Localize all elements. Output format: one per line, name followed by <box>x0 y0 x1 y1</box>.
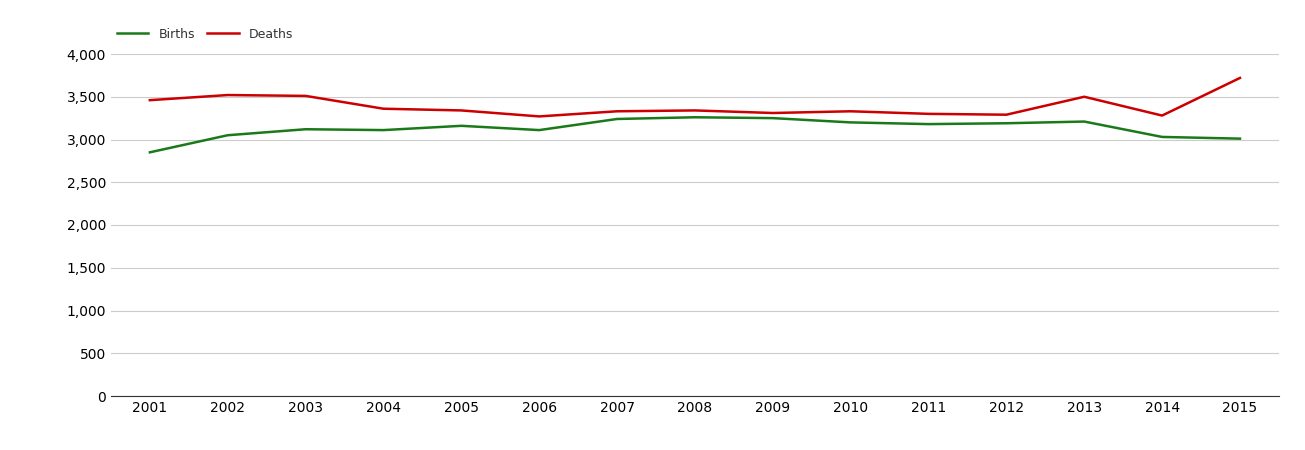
Births <box>1077 119 1092 124</box>
Legend: Births, Deaths: Births, Deaths <box>117 28 294 41</box>
Deaths <box>219 92 235 98</box>
Births <box>531 127 547 133</box>
Line: Births: Births <box>150 117 1240 152</box>
Births <box>920 122 936 127</box>
Deaths <box>376 106 392 112</box>
Deaths <box>1154 113 1169 118</box>
Births <box>142 149 158 155</box>
Births <box>298 126 313 132</box>
Births <box>219 132 235 138</box>
Births <box>376 127 392 133</box>
Deaths <box>1077 94 1092 99</box>
Deaths <box>920 111 936 117</box>
Deaths <box>298 93 313 99</box>
Births <box>765 115 780 121</box>
Deaths <box>531 114 547 119</box>
Births <box>609 116 625 122</box>
Births <box>453 123 468 129</box>
Deaths <box>998 112 1014 117</box>
Births <box>998 121 1014 126</box>
Births <box>686 115 702 120</box>
Deaths <box>142 98 158 103</box>
Deaths <box>765 110 780 116</box>
Deaths <box>1232 75 1248 81</box>
Deaths <box>609 108 625 114</box>
Line: Deaths: Deaths <box>150 78 1240 117</box>
Deaths <box>686 108 702 113</box>
Births <box>1154 134 1169 140</box>
Births <box>1232 136 1248 141</box>
Deaths <box>843 108 859 114</box>
Deaths <box>453 108 468 113</box>
Births <box>843 120 859 125</box>
